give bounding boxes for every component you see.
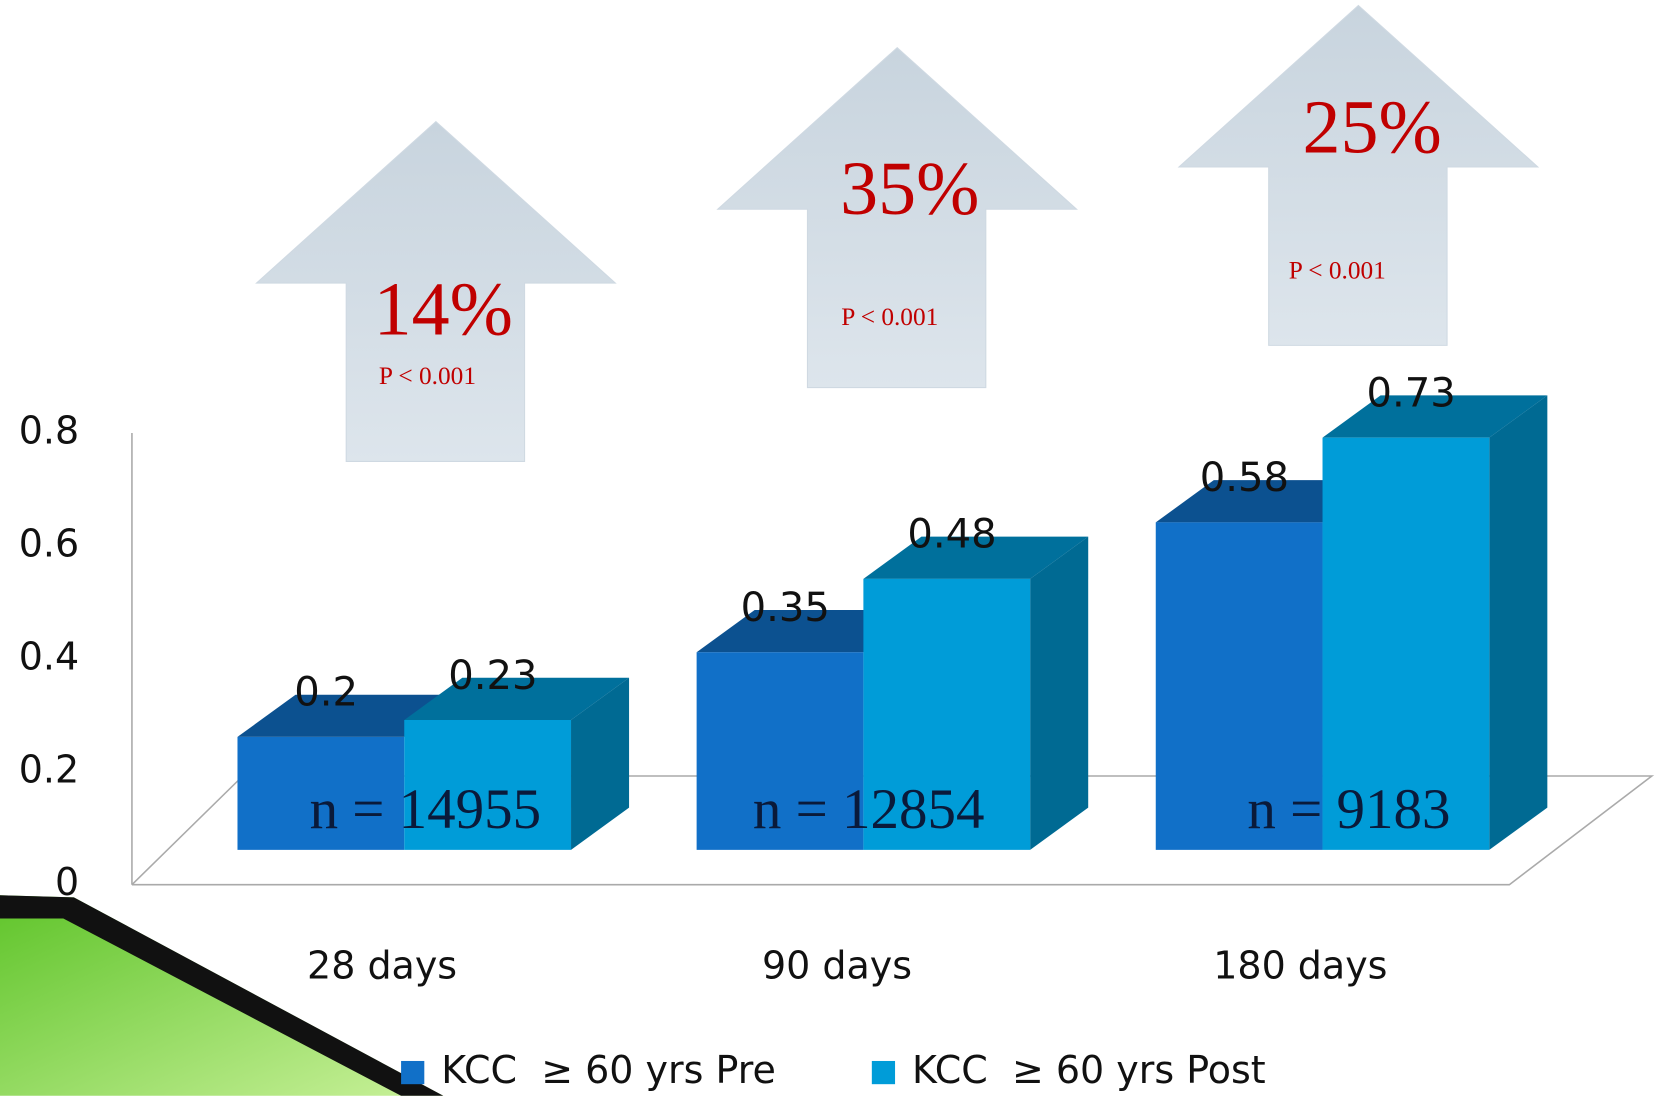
bar-top xyxy=(1322,395,1548,438)
arrow xyxy=(1177,4,1540,346)
bar xyxy=(1155,522,1323,850)
bar-side xyxy=(571,677,630,850)
sample-size: n = 14955 xyxy=(310,778,542,841)
x-tick-label: 28 days xyxy=(307,944,457,988)
sample-size: n = 9183 xyxy=(1247,778,1450,841)
legend-swatch xyxy=(401,1060,425,1085)
change-label: 25% xyxy=(1302,86,1441,170)
bar xyxy=(404,719,572,850)
legend-swatch xyxy=(871,1060,896,1085)
floor xyxy=(131,775,1655,886)
change-label: 35% xyxy=(840,147,979,231)
p-value: P < 0.001 xyxy=(841,303,938,331)
bar-side xyxy=(1030,536,1089,850)
value-label: 0.48 xyxy=(907,512,996,558)
decoration xyxy=(0,895,444,1096)
bar xyxy=(237,736,405,850)
bar xyxy=(1322,437,1490,850)
value-label: 0.35 xyxy=(741,585,830,631)
value-label: 0.73 xyxy=(1367,370,1456,416)
y-tick-label: 0 xyxy=(55,860,79,904)
p-value: P < 0.001 xyxy=(1289,256,1386,284)
arrow xyxy=(716,46,1078,389)
value-label: 0.2 xyxy=(294,670,358,716)
legend-label: KCC ≥ 60 yrs Post xyxy=(912,1048,1266,1092)
value-label: 0.58 xyxy=(1200,455,1289,501)
y-tick-label: 0.8 xyxy=(19,408,79,452)
bar-side xyxy=(1489,395,1548,850)
change-label: 14% xyxy=(374,267,513,351)
y-tick-label: 0.4 xyxy=(19,634,79,678)
x-tick-label: 180 days xyxy=(1213,944,1387,988)
value-label: 0.23 xyxy=(448,653,537,699)
y-tick-label: 0.2 xyxy=(19,747,79,791)
arrow xyxy=(255,120,617,462)
bar-top xyxy=(863,536,1089,579)
bar xyxy=(696,652,864,850)
p-value: P < 0.001 xyxy=(379,362,476,390)
legend-label: KCC ≥ 60 yrs Pre xyxy=(441,1048,776,1092)
bar xyxy=(863,578,1031,850)
bar-top xyxy=(404,677,630,720)
x-tick-label: 90 days xyxy=(762,944,912,988)
sample-size: n = 12854 xyxy=(753,778,985,841)
y-tick-label: 0.6 xyxy=(19,521,79,565)
